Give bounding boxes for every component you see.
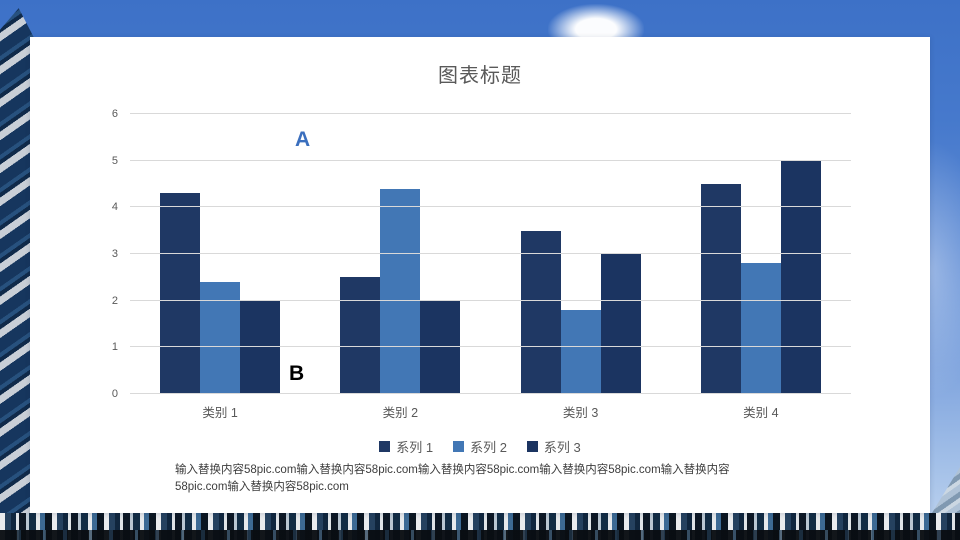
annotation-b: B <box>289 362 305 385</box>
x-axis-label: 类别 3 <box>562 406 599 420</box>
bar <box>700 184 741 394</box>
annotation-a: A <box>295 128 311 151</box>
chart-legend: 系列 1 系列 2 系列 3 <box>30 437 930 456</box>
bar <box>600 254 641 394</box>
legend-label: 系列 1 <box>396 440 434 455</box>
bar-chart: 0 1 2 3 4 5 6 类别 1 类别 2 类别 3 类别 4 系列 1 系列 2 系列 3 A B <box>30 37 930 513</box>
gridline <box>130 346 851 348</box>
watermark-line: 58pic.com输入替换内容58pic.com <box>175 481 349 493</box>
bar <box>340 277 381 394</box>
watermark-text: 输入替换内容58pic.com输入替换内容58pic.com输入替换内容58pi… <box>175 462 815 496</box>
gridline <box>130 159 851 161</box>
y-axis-tick: 2 <box>111 294 118 307</box>
gridline <box>130 393 851 394</box>
chart-title: 图表标题 <box>438 65 522 87</box>
bar <box>740 263 781 394</box>
bar-groups <box>130 114 851 394</box>
plot-area: 0 1 2 3 4 5 6 <box>112 108 851 400</box>
legend-marker-icon <box>379 441 391 452</box>
gridline <box>130 206 851 208</box>
legend-item: 系列 3 <box>526 437 581 456</box>
x-axis-label: 类别 2 <box>382 406 419 420</box>
y-axis-tick: 4 <box>111 201 118 214</box>
bar-group <box>671 114 851 394</box>
bar <box>780 160 821 394</box>
gridline <box>130 253 851 254</box>
building-bottom <box>0 513 960 540</box>
gridline <box>130 299 851 301</box>
gridline <box>130 113 851 114</box>
watermark-line: 输入替换内容58pic.com输入替换内容58pic.com输入替换内容58pi… <box>175 464 730 476</box>
legend-label: 系列 2 <box>470 440 507 455</box>
legend-label: 系列 3 <box>543 440 581 455</box>
y-axis-tick: 0 <box>111 388 118 400</box>
y-axis-tick: 1 <box>111 341 118 354</box>
y-axis-tick: 5 <box>111 154 118 167</box>
building-left <box>0 8 34 540</box>
y-axis-tick: 3 <box>111 248 118 260</box>
bar-group <box>491 114 671 394</box>
legend-item: 系列 2 <box>453 437 507 456</box>
legend-item: 系列 1 <box>379 437 433 456</box>
bar <box>380 188 421 394</box>
x-axis-label: 类别 1 <box>202 406 238 420</box>
y-axis-tick: 6 <box>111 108 118 120</box>
bar <box>520 230 561 394</box>
bar <box>560 310 601 394</box>
x-axis-label: 类别 4 <box>743 406 779 420</box>
category-axis: 类别 1 类别 2 类别 3 类别 4 <box>130 402 851 421</box>
bar <box>160 193 201 394</box>
bar-group <box>310 114 490 394</box>
bar-group <box>130 114 310 394</box>
legend-marker-icon <box>526 441 538 452</box>
legend-marker-icon <box>453 441 465 452</box>
